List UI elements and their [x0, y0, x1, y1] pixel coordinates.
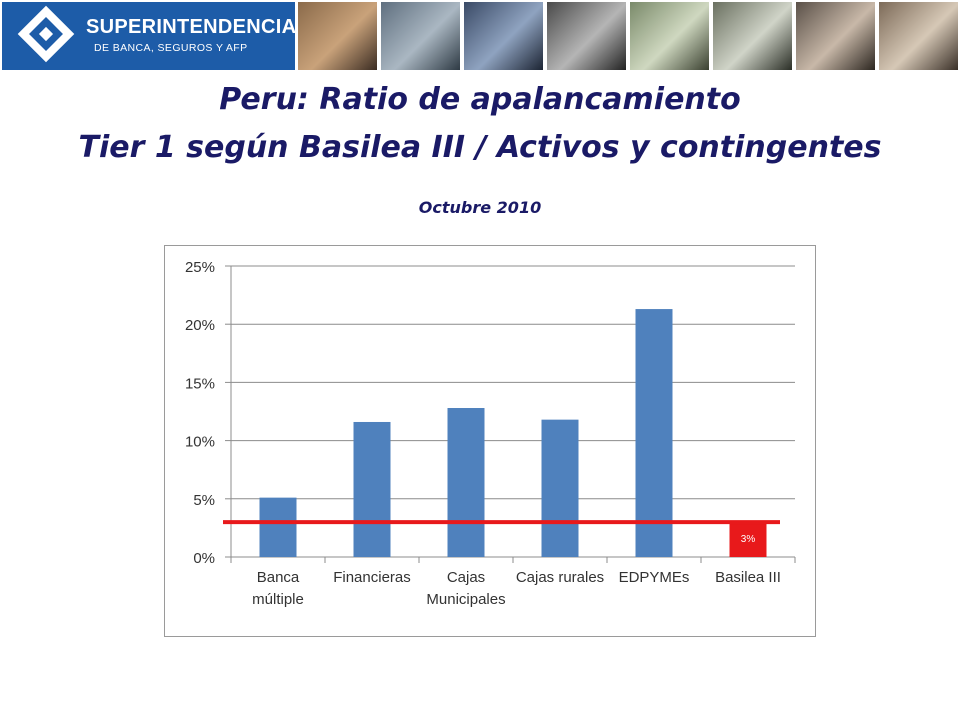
bar-1 — [353, 421, 391, 557]
banner-photo-credit-card — [298, 2, 377, 70]
banner-photo-calculator — [630, 2, 709, 70]
page-title-line2: Tier 1 según Basilea III / Activos y con… — [78, 130, 882, 165]
sbs-diamond-logo-icon — [17, 5, 75, 63]
y-tick-label: 5% — [193, 492, 215, 509]
page-title-line1: Peru: Ratio de apalancamiento — [219, 82, 741, 117]
header-banner: SUPERINTENDENCIA DE BANCA, SEGUROS Y AFP — [0, 0, 960, 72]
x-tick-label: Cajas — [447, 569, 485, 586]
leverage-ratio-bar-chart: 0% 5% 10% 15% 20% 25% 3% Banca múltiple Financier… — [185, 259, 796, 608]
x-tick-label: Financieras — [333, 569, 411, 586]
y-tick-label: 10% — [185, 434, 215, 451]
sbs-logo[interactable]: SUPERINTENDENCIA DE BANCA, SEGUROS Y AFP — [2, 2, 297, 70]
bar-0 — [259, 497, 297, 557]
bar-2 — [447, 408, 485, 557]
banner-photo-laptop — [547, 2, 626, 70]
y-tick-label: 20% — [185, 317, 215, 334]
banner-photo-handshake — [796, 2, 875, 70]
banner-photo-card-terminal — [713, 2, 792, 70]
data-label: 3% — [741, 534, 756, 545]
banner-photo-signing-document — [879, 2, 958, 70]
y-tick-label: 25% — [185, 259, 215, 276]
x-tick-label: Basilea III — [715, 569, 781, 586]
banner-photo-building — [381, 2, 460, 70]
bar-4 — [635, 309, 673, 557]
y-tick-label: 0% — [193, 550, 215, 567]
page-subtitle: Octubre 2010 — [418, 198, 542, 217]
x-tick-label: EDPYMEs — [619, 569, 690, 586]
x-tick-label: Banca — [257, 569, 300, 586]
logo-title: SUPERINTENDENCIA — [86, 16, 297, 38]
bar-5 — [729, 522, 767, 557]
x-tick-label: Municipales — [426, 591, 505, 608]
y-tick-label: 15% — [185, 375, 215, 392]
logo-subtitle: DE BANCA, SEGUROS Y AFP — [94, 42, 248, 54]
bar-3 — [541, 419, 579, 557]
x-tick-label: múltiple — [252, 591, 304, 608]
x-tick-label: Cajas rurales — [516, 569, 604, 586]
chart-area: 0% 5% 10% 15% 20% 25% 3% Banca múltiple Financier… — [164, 245, 816, 637]
banner-photo-keyboard-enter — [464, 2, 543, 70]
